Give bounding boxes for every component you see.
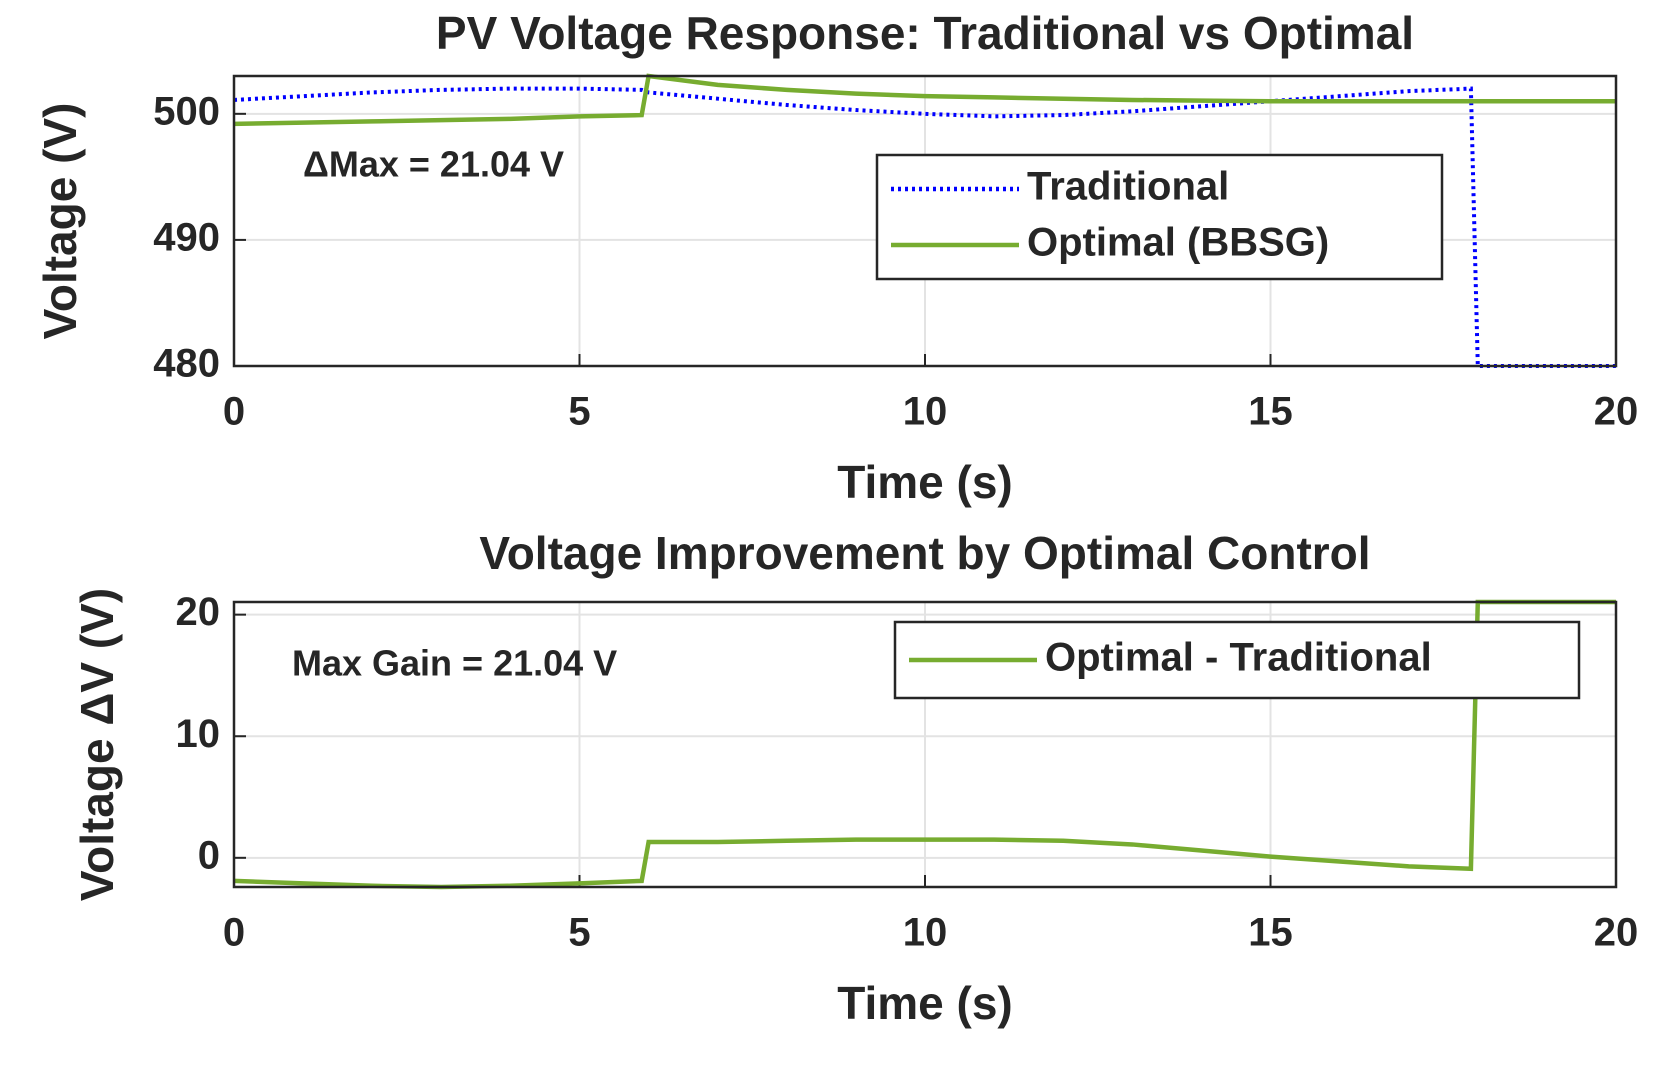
axes-box bbox=[232, 74, 1618, 368]
chart-title: PV Voltage Response: Traditional vs Opti… bbox=[436, 7, 1414, 59]
legend-box bbox=[875, 153, 1444, 281]
chart-title: Voltage Improvement by Optimal Control bbox=[479, 527, 1370, 579]
x-tick-label: 20 bbox=[1594, 911, 1639, 955]
data-line bbox=[233, 86, 1616, 368]
axes-box bbox=[232, 600, 1618, 889]
y-tick-label: 20 bbox=[176, 590, 221, 634]
annotation: ΔMax = 21.04 V bbox=[303, 144, 564, 185]
x-axis-label: Time (s) bbox=[837, 456, 1013, 508]
legend-label: Optimal - Traditional bbox=[1045, 636, 1432, 680]
y-tick-label: 490 bbox=[153, 215, 220, 259]
y-axis-label: Voltage (V) bbox=[34, 103, 86, 340]
x-tick-label: 15 bbox=[1248, 390, 1293, 434]
x-tick-label: 10 bbox=[903, 390, 948, 434]
x-tick-label: 0 bbox=[223, 390, 245, 434]
x-tick-label: 10 bbox=[903, 911, 948, 955]
y-axis-label: Voltage ΔV (V) bbox=[71, 588, 123, 901]
y-tick-label: 500 bbox=[153, 89, 220, 133]
annotation: Max Gain = 21.04 V bbox=[292, 643, 617, 684]
data-line bbox=[233, 73, 1616, 127]
y-tick-label: 10 bbox=[176, 712, 221, 756]
legend-label: Optimal (BBSG) bbox=[1027, 221, 1329, 265]
legend-label: Traditional bbox=[1027, 165, 1229, 209]
x-tick-label: 20 bbox=[1594, 390, 1639, 434]
x-tick-label: 5 bbox=[568, 911, 590, 955]
x-axis-label: Time (s) bbox=[837, 977, 1013, 1029]
y-tick-label: 0 bbox=[198, 833, 220, 877]
x-tick-label: 0 bbox=[223, 911, 245, 955]
x-tick-label: 5 bbox=[568, 390, 590, 434]
y-tick-label: 480 bbox=[153, 342, 220, 386]
x-tick-label: 15 bbox=[1248, 911, 1293, 955]
